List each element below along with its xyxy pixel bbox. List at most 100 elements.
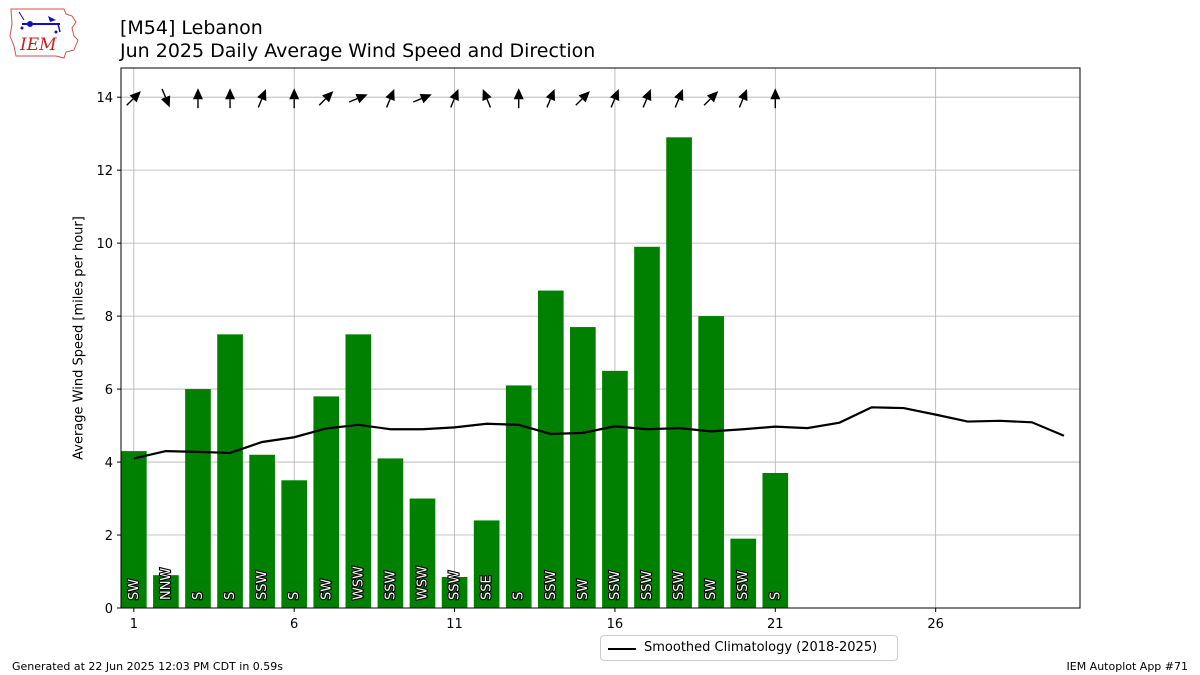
wind-speed-bars [121, 137, 789, 608]
direction-label: S [768, 592, 783, 600]
direction-label: S [512, 592, 527, 600]
x-tick-label: 11 [446, 617, 463, 632]
climatology-line [133, 406, 1065, 460]
x-tick-label: 6 [290, 617, 298, 632]
wind-arrow-head [192, 88, 203, 100]
app-label: IEM Autoplot App #71 [1066, 660, 1189, 673]
wind-arrow-head [674, 88, 684, 102]
wind-arrow-shaft [385, 98, 391, 108]
wind-arrow-icon [225, 88, 236, 109]
wind-arrow-shaft [575, 98, 583, 106]
legend: Smoothed Climatology (2018-2025) [600, 635, 898, 661]
bar [602, 370, 628, 608]
plot-frame [120, 67, 1081, 609]
direction-label: SSE [480, 575, 495, 600]
wind-arrow-head [129, 91, 141, 103]
wind-arrow-head [738, 88, 748, 102]
wind-arrow-icon [160, 88, 171, 108]
wind-arrow-shaft [642, 98, 648, 108]
wind-arrow-head [642, 88, 652, 102]
bar [698, 316, 724, 608]
chart-title-line1: [M54] Lebanon [120, 17, 263, 39]
x-tick-label: 26 [927, 617, 944, 632]
wind-arrow-icon [318, 91, 334, 106]
direction-label: SSW [736, 570, 751, 600]
wind-arrow-head [770, 88, 781, 100]
wind-arrow-icon [192, 88, 203, 109]
wind-arrow-head [706, 91, 719, 103]
y-axis: 0 2 4 6 8 10 12 14 [96, 91, 121, 617]
wind-arrow-icon [674, 88, 684, 108]
direction-label: SSW [640, 570, 655, 600]
wind-arrow-head [160, 95, 171, 108]
wind-arrow-icon [513, 88, 524, 109]
y-tick-label: 4 [105, 456, 113, 471]
wind-arrow-icon [575, 91, 590, 106]
generated-timestamp: Generated at 22 Jun 2025 12:03 PM CDT in… [12, 660, 284, 673]
direction-label: SSW [544, 570, 559, 600]
wind-arrow-icon [642, 88, 652, 108]
wind-arrow-shaft [703, 98, 711, 106]
bar [762, 473, 789, 608]
bar [345, 334, 372, 608]
iem-logo-icon: IEM [8, 6, 82, 64]
direction-label: SSW [672, 570, 687, 600]
wind-arrow-shaft [546, 98, 552, 108]
wind-arrow-head [449, 88, 459, 102]
bar [666, 137, 692, 608]
y-tick-label: 0 [105, 602, 113, 617]
direction-label: SSW [255, 570, 270, 600]
wind-arrow-head [513, 88, 524, 100]
bar [441, 576, 468, 608]
y-tick-label: 14 [96, 91, 113, 106]
chart-title-line2: Jun 2025 Daily Average Wind Speed and Di… [120, 40, 596, 62]
wind-arrow-head [419, 93, 432, 104]
wind-arrow-shaft [412, 97, 422, 103]
bar [505, 385, 532, 608]
y-tick-label: 2 [105, 529, 113, 544]
direction-labels: SW NNW S S SSW S SW WSW SSW WSW SSW SSE S SSW SW SSW SSW… [126, 565, 785, 601]
wind-arrow-icon [545, 88, 556, 108]
wind-arrow-head [257, 88, 267, 102]
bar [249, 454, 275, 608]
y-tick-label: 12 [96, 164, 113, 179]
wind-arrow-shaft [161, 88, 167, 98]
direction-label: WSW [351, 566, 366, 600]
wind-arrow-head [225, 88, 236, 100]
wind-arrow-shaft [738, 98, 744, 108]
wind-arrow-head [609, 88, 620, 102]
wind-arrow-head [578, 91, 590, 103]
wind-arrow-icon [770, 88, 781, 109]
wind-arrow-head [385, 88, 395, 102]
wind-arrow-shaft [674, 98, 680, 108]
direction-label: NNW [159, 568, 174, 600]
direction-label: SW [319, 579, 334, 600]
direction-label: SW [127, 579, 142, 600]
x-tick-label: 1 [130, 617, 138, 632]
y-tick-label: 8 [105, 310, 113, 325]
bar [281, 480, 308, 608]
wind-arrow-head [545, 88, 556, 102]
wind-arrow-head [482, 88, 492, 102]
climatology-line-group [133, 406, 1065, 460]
direction-label: WSW [415, 566, 430, 600]
wind-arrow-icon [257, 88, 267, 108]
x-tick-label: 21 [767, 617, 784, 632]
bar [570, 327, 596, 608]
direction-label: S [223, 592, 238, 600]
wind-arrow-icon [348, 93, 368, 104]
wind-arrow-icon [609, 88, 620, 108]
direction-label: S [191, 592, 206, 600]
direction-label: SSW [448, 570, 463, 600]
bar [121, 451, 147, 608]
wind-arrow-shaft [450, 98, 455, 108]
bar [153, 575, 179, 608]
legend-label: Smoothed Climatology (2018-2025) [644, 640, 878, 655]
bar [473, 520, 500, 608]
direction-label: SSW [608, 570, 623, 600]
y-tick-label: 10 [96, 237, 113, 252]
x-tick-label: 16 [607, 617, 624, 632]
wind-arrow-icon [385, 88, 395, 108]
bar [377, 458, 404, 608]
